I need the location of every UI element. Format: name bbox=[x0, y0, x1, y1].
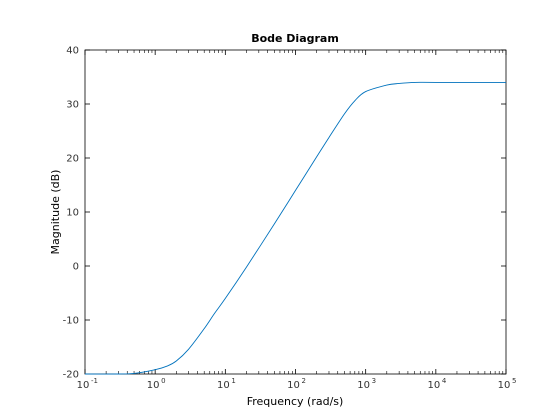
x-tick-exponent: 0 bbox=[161, 377, 165, 385]
plot-area bbox=[84, 49, 507, 375]
x-tick-label: 10 bbox=[147, 380, 160, 391]
x-axis-label: Frequency (rad/s) bbox=[247, 395, 344, 408]
y-tick-label: -10 bbox=[63, 316, 79, 327]
x-tick-exponent: 3 bbox=[372, 377, 376, 385]
x-tick-label: 10 bbox=[357, 380, 370, 391]
series-layer bbox=[84, 81, 506, 375]
magnitude-series-line bbox=[84, 81, 506, 375]
x-tick-label: 10 bbox=[427, 380, 440, 391]
x-tick-label: 10 bbox=[217, 380, 230, 391]
y-tick-label: 0 bbox=[73, 262, 79, 273]
y-axis-label: Magnitude (dB) bbox=[49, 170, 62, 255]
ticks-layer bbox=[84, 49, 507, 375]
x-tick-exponent: 1 bbox=[231, 377, 235, 385]
x-tick-label: 10 bbox=[287, 380, 300, 391]
x-tick-exponent: 5 bbox=[512, 377, 516, 385]
y-tick-label: 30 bbox=[66, 100, 79, 111]
x-tick-label: 10 bbox=[498, 380, 511, 391]
x-tick-exponent: 2 bbox=[302, 377, 306, 385]
y-tick-label: 10 bbox=[66, 208, 79, 219]
x-tick-label: 10 bbox=[77, 380, 90, 391]
x-tick-exponent: -1 bbox=[91, 377, 98, 385]
y-tick-label: -20 bbox=[63, 370, 79, 381]
y-tick-label: 20 bbox=[66, 154, 79, 165]
chart-title: Bode Diagram bbox=[251, 32, 339, 45]
y-tick-label: 40 bbox=[66, 46, 79, 57]
x-tick-exponent: 4 bbox=[442, 377, 447, 385]
